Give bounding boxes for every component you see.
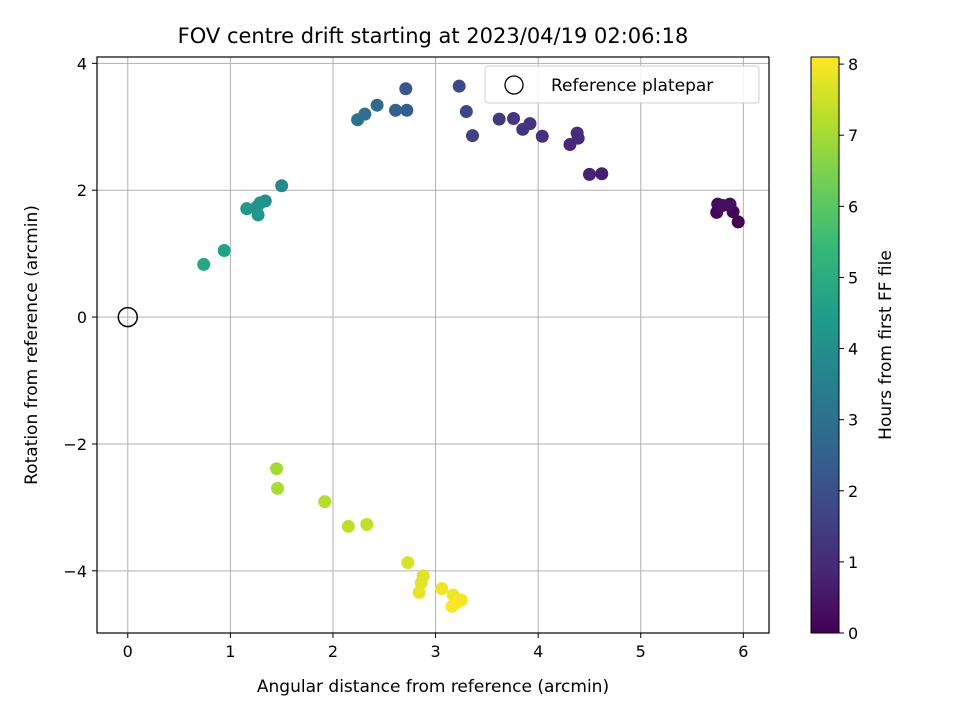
grid-lines xyxy=(97,57,769,633)
y-tick-label: 4 xyxy=(77,54,87,73)
colorbar-tick-label: 0 xyxy=(848,624,858,643)
data-point xyxy=(570,126,584,140)
y-axis-label: Rotation from reference (arcmin) xyxy=(22,205,42,485)
data-point xyxy=(459,105,473,119)
x-tick-label: 0 xyxy=(123,642,133,661)
data-point xyxy=(400,103,414,117)
colorbar-tick-label: 6 xyxy=(848,197,858,216)
data-point xyxy=(251,208,265,222)
data-point xyxy=(389,103,403,117)
data-point xyxy=(240,202,254,216)
data-point xyxy=(275,179,289,193)
data-point xyxy=(318,495,332,509)
colorbar-tick-label: 8 xyxy=(848,55,858,74)
data-points xyxy=(197,79,745,613)
data-point xyxy=(465,129,479,143)
data-point xyxy=(492,112,506,126)
colorbar-label: Hours from first FF file xyxy=(876,250,896,440)
x-tick-label: 6 xyxy=(738,642,748,661)
y-tick-label: 2 xyxy=(77,181,87,200)
legend-label: Reference platepar xyxy=(551,76,713,96)
colorbar-tick-label: 4 xyxy=(848,340,858,359)
reference-point xyxy=(117,306,139,328)
colorbar-gradient xyxy=(810,56,840,634)
data-point xyxy=(731,215,745,229)
colorbar: 0 1 2 3 4 5 6 7 8 Hours from first FF file xyxy=(810,55,896,643)
data-point xyxy=(360,518,374,532)
x-axis-label: Angular distance from reference (arcmin) xyxy=(257,677,609,697)
y-tick-label: 0 xyxy=(77,308,87,327)
data-point xyxy=(507,112,521,126)
data-point xyxy=(435,582,449,596)
data-point xyxy=(535,129,549,143)
colorbar-tick-label: 3 xyxy=(848,411,858,430)
colorbar-tick-label: 5 xyxy=(848,268,858,287)
data-point xyxy=(399,82,413,96)
data-point xyxy=(270,462,284,476)
legend: Reference platepar xyxy=(484,65,760,104)
chart-title: FOV centre drift starting at 2023/04/19 … xyxy=(178,24,689,48)
legend-marker xyxy=(504,75,524,95)
colorbar-tick-label: 1 xyxy=(848,553,858,572)
x-tick-label: 4 xyxy=(533,642,543,661)
data-point xyxy=(217,243,231,257)
data-point xyxy=(716,198,730,212)
x-tick-label: 2 xyxy=(328,642,338,661)
data-point xyxy=(445,599,459,613)
y-tick-label: −4 xyxy=(63,562,87,581)
data-point xyxy=(401,556,415,570)
y-tick-label: −2 xyxy=(63,435,87,454)
data-point xyxy=(341,519,355,533)
data-point xyxy=(197,257,211,271)
colorbar-tick-label: 2 xyxy=(848,482,858,501)
data-point xyxy=(351,113,365,127)
x-tick-label: 3 xyxy=(430,642,440,661)
reference-marker xyxy=(117,306,139,328)
plot-area-frame xyxy=(96,56,770,634)
legend-box xyxy=(484,65,760,104)
y-axis-ticks: −4 −2 0 2 4 xyxy=(63,54,97,581)
colorbar-tick-label: 7 xyxy=(848,126,858,145)
x-tick-label: 1 xyxy=(225,642,235,661)
data-point xyxy=(452,79,466,93)
x-tick-label: 5 xyxy=(636,642,646,661)
data-point xyxy=(516,122,530,136)
data-point xyxy=(271,481,285,495)
x-axis-ticks: 0 1 2 3 4 5 6 xyxy=(123,633,748,661)
data-point xyxy=(370,98,384,112)
data-point xyxy=(582,167,596,181)
colorbar-ticks: 0 1 2 3 4 5 6 7 8 xyxy=(839,55,858,643)
data-point xyxy=(412,585,426,599)
data-point xyxy=(595,167,609,181)
